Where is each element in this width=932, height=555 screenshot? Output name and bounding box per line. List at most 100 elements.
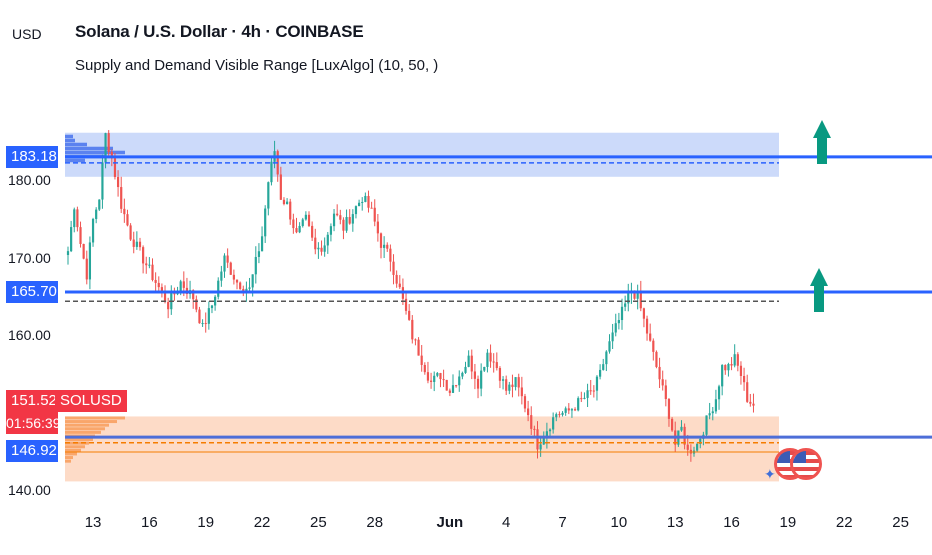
symbol-tag: SOLUSD <box>55 389 127 412</box>
time-tick-label: 13 <box>666 514 684 531</box>
candle <box>501 379 505 381</box>
supply-level-tag: 183.18 <box>6 145 58 168</box>
time-tick-label: 25 <box>892 514 909 531</box>
volume-profile-bar <box>65 142 87 147</box>
candle <box>220 271 223 281</box>
volume-profile-bar <box>65 150 125 155</box>
candle <box>110 151 113 159</box>
candle <box>614 323 617 333</box>
volume-profile-bar <box>65 158 85 163</box>
candle <box>686 444 689 450</box>
candle <box>645 318 649 334</box>
volume-profile-bar <box>65 423 109 427</box>
candle <box>517 377 520 388</box>
candle <box>633 290 636 299</box>
volume-profile-bar <box>65 134 73 139</box>
candle <box>470 355 473 372</box>
candle <box>135 241 138 247</box>
candle <box>138 241 142 248</box>
candle <box>473 371 476 379</box>
candle <box>573 409 577 411</box>
candle <box>257 251 261 257</box>
candle <box>652 340 655 352</box>
candle <box>611 332 614 342</box>
candle <box>742 375 746 383</box>
demand-level-tag: 146.92 <box>6 440 58 463</box>
candle <box>232 274 235 280</box>
candle <box>251 274 254 288</box>
candle <box>533 428 536 430</box>
candle <box>332 213 336 227</box>
time-tick-label: 10 <box>610 514 628 531</box>
candle <box>746 382 749 402</box>
candle <box>539 444 542 450</box>
candle <box>383 244 386 248</box>
candle <box>370 207 373 209</box>
candle <box>514 377 517 388</box>
candle <box>455 385 458 387</box>
candle <box>705 415 708 435</box>
candle <box>357 202 361 207</box>
candle <box>207 308 210 324</box>
candle <box>301 219 304 226</box>
candle <box>555 414 558 418</box>
candle <box>282 199 286 205</box>
candle <box>364 195 367 202</box>
candle <box>151 264 154 280</box>
candle <box>254 256 257 275</box>
candle <box>329 226 333 235</box>
candle <box>292 219 295 229</box>
candle <box>458 376 461 386</box>
candle <box>101 162 104 200</box>
candle <box>351 214 354 224</box>
demand-zone <box>65 416 779 482</box>
candle <box>480 370 483 389</box>
candle <box>520 387 523 397</box>
volume-profile-bar <box>65 146 113 151</box>
candle <box>486 352 489 367</box>
candle <box>595 376 599 391</box>
candle <box>264 208 267 237</box>
candle <box>667 399 671 419</box>
candle <box>445 379 448 391</box>
candle <box>66 251 70 255</box>
up-arrow-icon <box>810 268 828 312</box>
candle <box>339 215 342 220</box>
candle <box>248 287 251 289</box>
candle <box>345 217 348 231</box>
candle <box>270 161 273 183</box>
candle <box>376 221 379 234</box>
candle <box>708 413 711 416</box>
us-flag-icon[interactable] <box>790 448 822 480</box>
volume-profile-bar <box>65 459 71 463</box>
zones-layer <box>65 132 779 482</box>
candle <box>420 355 423 365</box>
candle <box>492 361 495 363</box>
indicator-label[interactable]: Supply and Demand Visible Range [LuxAlgo… <box>75 57 439 74</box>
candle <box>267 182 270 209</box>
candle <box>304 214 307 220</box>
supply-zone <box>65 132 779 177</box>
candle <box>132 239 135 247</box>
candle <box>736 354 739 366</box>
candle <box>79 227 82 244</box>
candle <box>583 397 586 399</box>
candle <box>530 415 533 429</box>
candle <box>229 262 232 275</box>
candle <box>442 379 445 381</box>
candle <box>608 341 611 352</box>
volume-profile-layer <box>65 134 125 463</box>
currency-label[interactable]: USD <box>12 26 42 42</box>
candle <box>126 214 129 226</box>
economic-events[interactable]: ✦ <box>764 448 822 490</box>
candle <box>511 384 514 388</box>
candle <box>204 323 207 325</box>
candle <box>408 310 411 320</box>
candle <box>242 288 245 292</box>
candle <box>239 282 242 289</box>
candle <box>389 248 392 262</box>
candle <box>154 279 157 283</box>
candle <box>505 379 508 391</box>
